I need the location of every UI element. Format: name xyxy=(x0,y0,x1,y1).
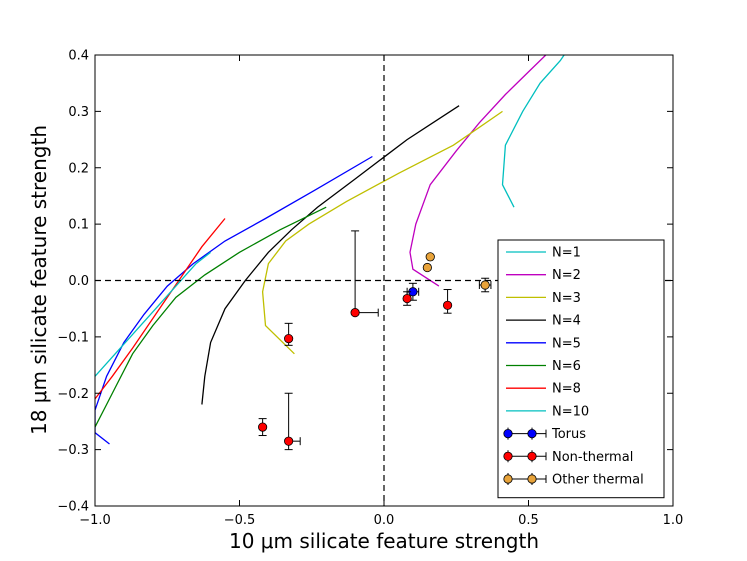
legend-label: N=2 xyxy=(552,268,581,283)
data-point-non-thermal xyxy=(284,392,301,451)
legend-marker-swatch xyxy=(503,428,513,439)
y-axis-label: 18 μm silicate feature strength xyxy=(27,125,51,435)
legend-label: N=1 xyxy=(552,246,581,261)
x-tick-label: −1.0 xyxy=(79,513,111,528)
y-tick-label: −0.4 xyxy=(57,500,89,515)
y-tick-label: 0.2 xyxy=(68,161,89,176)
data-point-non-thermal xyxy=(402,291,412,306)
y-tick-label: 0.1 xyxy=(68,218,89,233)
legend-marker-swatch xyxy=(527,428,537,439)
series-line-n-2 xyxy=(409,55,547,287)
legend-item-n-1: N=1 xyxy=(506,246,581,261)
legend-item-n-2: N=2 xyxy=(506,268,581,283)
data-point-other-thermal xyxy=(425,252,435,262)
series-line-n-8 xyxy=(95,218,226,400)
series-line-n-10 xyxy=(95,251,211,377)
series-line-n-4 xyxy=(201,105,460,405)
legend-marker-swatch xyxy=(503,474,513,484)
legend-label: N=10 xyxy=(552,404,589,419)
series-line-n-3 xyxy=(261,110,503,355)
point-marker xyxy=(422,262,432,273)
x-tick-label: 0.0 xyxy=(374,513,395,528)
x-tick-label: −0.5 xyxy=(224,513,256,528)
data-point-other-thermal xyxy=(422,262,432,273)
series-line-n-6 xyxy=(95,206,327,428)
data-points xyxy=(258,230,492,451)
point-marker xyxy=(258,422,268,432)
legend-label: N=6 xyxy=(552,359,581,374)
legend-label: Non-thermal xyxy=(552,450,633,465)
point-marker xyxy=(425,252,435,262)
data-point-non-thermal xyxy=(350,230,379,318)
point-marker xyxy=(442,300,453,310)
legend-marker-swatch xyxy=(527,451,537,461)
legend-label: N=3 xyxy=(552,291,581,306)
y-tick-label: 0.0 xyxy=(68,274,89,289)
y-tick-label: −0.2 xyxy=(57,387,89,402)
x-axis-label: 10 μm silicate feature strength xyxy=(229,529,539,553)
legend-item-torus: Torus xyxy=(503,427,586,442)
x-tick-label: 0.5 xyxy=(518,513,539,528)
y-tick-label: −0.1 xyxy=(57,330,89,345)
legend-label: N=8 xyxy=(552,382,581,397)
legend-item-n-3: N=3 xyxy=(506,291,581,306)
legend-marker-swatch xyxy=(503,451,513,461)
series-line-n-5 xyxy=(95,155,373,445)
point-marker xyxy=(284,333,294,344)
point-marker xyxy=(480,280,490,290)
y-tick-label: 0.4 xyxy=(68,49,89,64)
legend-item-non-thermal: Non-thermal xyxy=(503,450,633,465)
legend-label: N=5 xyxy=(552,336,581,351)
legend-label: N=4 xyxy=(552,314,581,329)
legend-item-other-thermal: Other thermal xyxy=(503,473,644,488)
legend: N=1 N=2 N=3 N=4 N=5 N=6 N=8 N=10 Torus Non-therma… xyxy=(497,239,665,499)
legend-marker-swatch xyxy=(527,474,537,484)
legend-box xyxy=(497,239,665,499)
data-point-non-thermal xyxy=(258,418,268,437)
axis-ticks: −1.0 −0.5 0.0 0.5 1.0 −0.4 −0.3 −0.2 −0.1 0.0 0.1 0… xyxy=(57,49,683,529)
legend-item-n-8: N=8 xyxy=(506,382,581,397)
point-marker xyxy=(402,293,412,304)
data-point-non-thermal xyxy=(442,289,453,314)
legend-label: Other thermal xyxy=(552,473,644,488)
legend-item-n-6: N=6 xyxy=(506,359,581,374)
data-point-non-thermal xyxy=(284,322,294,346)
legend-label: Torus xyxy=(551,427,586,442)
y-tick-label: −0.3 xyxy=(57,443,89,458)
x-tick-label: 1.0 xyxy=(663,513,684,528)
series-layer xyxy=(95,55,565,445)
legend-item-n-5: N=5 xyxy=(506,336,581,351)
legend-item-n-4: N=4 xyxy=(506,314,581,329)
point-marker xyxy=(284,436,294,446)
series-line-n-1 xyxy=(501,55,565,208)
data-point-other-thermal xyxy=(478,277,492,293)
y-tick-label: 0.3 xyxy=(68,105,89,120)
legend-item-n-10: N=10 xyxy=(506,404,589,419)
point-marker xyxy=(350,308,360,318)
